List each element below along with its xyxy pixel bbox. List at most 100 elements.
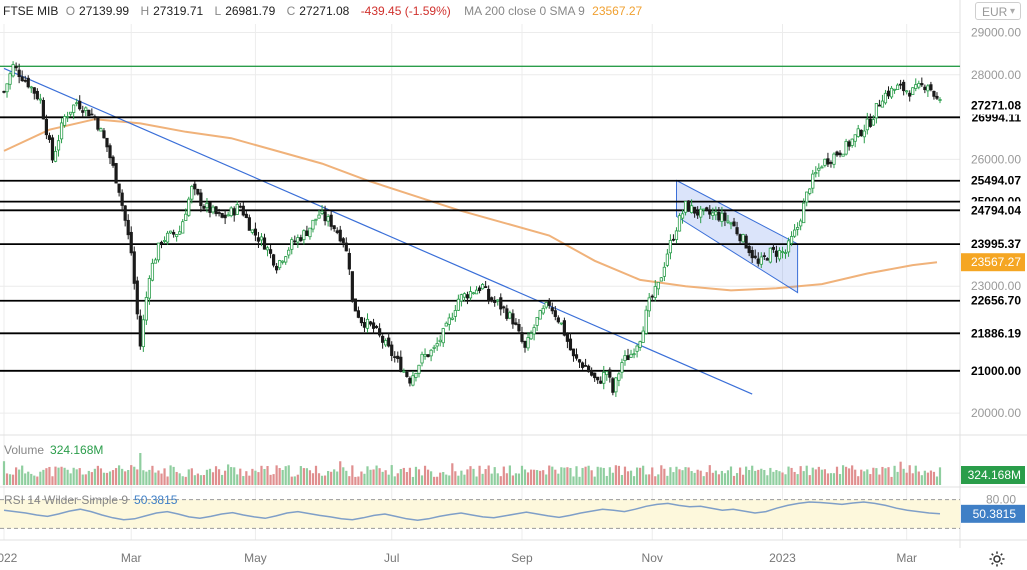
candle	[41, 97, 45, 120]
y-tick-label: 23000.00	[971, 279, 1021, 293]
candle-body	[169, 230, 173, 234]
candle	[426, 354, 430, 358]
volume-bar	[751, 465, 754, 485]
candle-body	[420, 353, 424, 364]
volume-bar	[778, 471, 781, 485]
volume-bar	[717, 474, 720, 485]
candle	[56, 134, 61, 157]
candle	[365, 313, 370, 333]
volume-bar	[457, 475, 460, 485]
candle-body	[474, 289, 479, 295]
candle	[587, 364, 591, 373]
candle-body	[374, 326, 379, 328]
volume-bar	[526, 472, 530, 485]
volume-bar	[387, 474, 390, 485]
volume-bar	[487, 465, 490, 485]
volume-bar	[257, 472, 260, 485]
candle-body	[908, 92, 912, 97]
candle-body	[138, 315, 142, 347]
candle-body	[296, 237, 300, 243]
candle-body	[756, 258, 760, 264]
candle	[671, 234, 676, 242]
candle	[117, 183, 121, 197]
close-label: C	[286, 4, 296, 18]
candle-body	[662, 266, 666, 277]
volume-bar	[866, 469, 869, 485]
volume-bar	[757, 469, 760, 485]
volume-bar	[420, 475, 424, 485]
candle	[335, 227, 339, 235]
candle	[656, 281, 660, 296]
candle	[147, 275, 151, 305]
volume-legend: Volume 324.168M	[4, 443, 103, 457]
volume-bar	[742, 474, 745, 485]
candle	[26, 75, 30, 89]
gear-icon[interactable]	[988, 550, 1006, 568]
volume-bar	[320, 475, 324, 485]
candle	[184, 208, 188, 221]
candle-body	[450, 317, 454, 320]
candle-body	[623, 355, 627, 362]
candle-body	[705, 207, 709, 211]
volume-bar	[317, 473, 321, 485]
candle-body	[190, 185, 194, 200]
volume-bar	[269, 474, 272, 485]
candle-body	[926, 85, 930, 92]
volume-pane: 324.168M	[2, 453, 1025, 485]
volume-bar	[854, 469, 857, 485]
candle-body	[693, 206, 697, 214]
candle-body	[859, 129, 863, 137]
candle-body	[517, 324, 521, 332]
volume-bar	[614, 465, 617, 485]
volume-bar	[202, 475, 206, 485]
candle	[414, 372, 418, 382]
candle	[741, 233, 745, 243]
candle	[780, 246, 785, 259]
candle	[553, 306, 557, 321]
candle	[726, 215, 730, 224]
candle-body	[47, 135, 52, 140]
candle	[471, 291, 476, 295]
candle-body	[759, 256, 763, 265]
candle-body	[935, 95, 939, 99]
candle	[680, 209, 685, 224]
volume-bar	[51, 476, 54, 485]
candle	[868, 113, 872, 128]
currency-dropdown[interactable]: EUR ▾	[975, 2, 1021, 20]
candle	[190, 184, 194, 204]
volume-bar	[748, 469, 751, 485]
high-label: H	[140, 4, 150, 18]
rsi-value: 50.3815	[134, 493, 178, 507]
volume-bar	[835, 466, 839, 485]
candle-body	[583, 365, 588, 367]
volume-bar	[796, 474, 799, 485]
candle	[538, 309, 542, 320]
volume-bar	[333, 469, 336, 485]
candle-body	[308, 227, 312, 238]
volume-bar	[620, 474, 624, 485]
candle	[874, 103, 878, 124]
candle	[287, 247, 291, 259]
candle-body	[238, 205, 242, 208]
candle-body	[184, 213, 188, 221]
candle	[129, 226, 133, 256]
candle-body	[159, 241, 164, 244]
candle	[832, 152, 836, 169]
candle-body	[465, 294, 470, 299]
volume-bar	[411, 476, 415, 485]
candle	[138, 309, 142, 350]
candle-body	[590, 370, 594, 376]
volume-bar	[21, 465, 24, 485]
candle	[156, 242, 161, 263]
candle	[902, 79, 906, 96]
candle-body	[141, 319, 145, 348]
volume-bar	[935, 476, 939, 485]
volume-bar	[99, 468, 103, 485]
candle-body	[905, 90, 909, 93]
candle-body	[326, 216, 330, 222]
candle-body	[250, 229, 254, 233]
volume-bar	[184, 476, 187, 485]
volume-bar	[629, 470, 633, 485]
candle-body	[735, 227, 739, 235]
